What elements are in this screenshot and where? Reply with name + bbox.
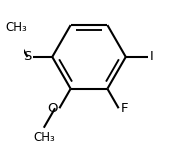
Text: CH₃: CH₃ bbox=[5, 21, 27, 34]
Text: O: O bbox=[47, 102, 58, 115]
Text: CH₃: CH₃ bbox=[33, 131, 55, 144]
Text: I: I bbox=[150, 50, 154, 63]
Text: F: F bbox=[120, 102, 128, 115]
Text: S: S bbox=[23, 50, 31, 63]
